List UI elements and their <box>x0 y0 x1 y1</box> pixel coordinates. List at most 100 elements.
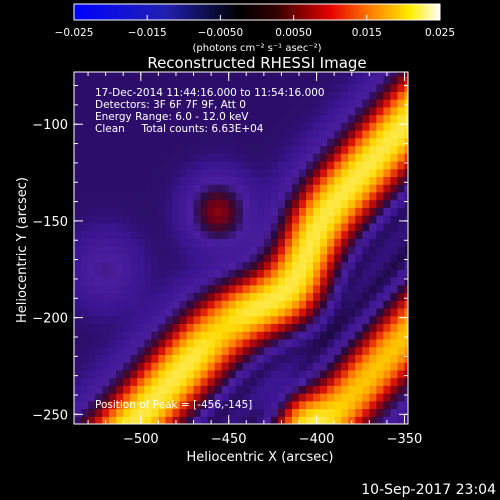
heatmap-cell <box>334 168 342 178</box>
heatmap-cell <box>249 215 258 224</box>
heatmap-cell <box>228 137 237 147</box>
heatmap-cell <box>102 199 110 208</box>
heatmap-cell <box>263 284 272 294</box>
heatmap-cell <box>235 277 244 286</box>
heatmap-cell <box>172 176 181 185</box>
heatmap-cell <box>256 153 265 162</box>
heatmap-cell <box>172 362 181 371</box>
heatmap-cell <box>88 176 96 185</box>
heatmap-cell <box>144 122 152 131</box>
heatmap-cell <box>221 130 230 139</box>
heatmap-cell <box>207 277 216 286</box>
heatmap-cell <box>348 145 356 154</box>
heatmap-cell <box>137 99 145 108</box>
heatmap-cell <box>334 369 342 379</box>
heatmap-cell <box>242 362 251 371</box>
heatmap-cell <box>397 130 406 139</box>
heatmap-cell <box>214 199 223 208</box>
heatmap-cell <box>116 400 124 410</box>
heatmap-cell <box>88 230 96 239</box>
heatmap-cell <box>263 369 272 379</box>
heatmap-cell <box>284 72 293 77</box>
heatmap-cell <box>376 122 384 131</box>
heatmap-cell <box>172 246 181 255</box>
heatmap-cell <box>291 300 300 309</box>
heatmap-cell <box>81 261 89 270</box>
heatmap-cell <box>291 91 300 100</box>
heatmap-cell <box>313 145 321 154</box>
heatmap-cell <box>95 269 103 278</box>
heatmap-cell <box>193 114 202 123</box>
heatmap-cell <box>207 261 216 270</box>
heatmap-cell <box>172 91 181 100</box>
heatmap-cell <box>228 300 237 309</box>
heatmap-cell <box>362 75 370 85</box>
heatmap-cell <box>341 130 349 139</box>
heatmap-cell <box>116 331 124 340</box>
heatmap-cell <box>341 83 349 92</box>
heatmap-cell <box>88 277 96 286</box>
heatmap-cell <box>242 369 251 379</box>
colorbar-tick-label: 0.0050 <box>275 27 312 39</box>
heatmap-cell <box>235 199 244 208</box>
heatmap-cell <box>341 207 349 216</box>
heatmap-cell <box>299 153 307 162</box>
heatmap-cell <box>144 385 152 394</box>
heatmap-cell <box>116 114 124 123</box>
heatmap-cell <box>165 416 174 424</box>
heatmap-cell <box>348 168 356 178</box>
heatmap-cell <box>179 83 188 92</box>
heatmap-cell <box>242 199 251 208</box>
heatmap-cell <box>263 168 272 178</box>
heatmap-cell <box>81 323 89 332</box>
heatmap-cell <box>158 377 167 386</box>
heatmap-cell <box>277 362 286 371</box>
heatmap-cell <box>74 160 82 170</box>
heatmap-cell <box>172 354 181 363</box>
heatmap-cell <box>235 176 244 185</box>
heatmap-cell <box>214 277 223 286</box>
heatmap-cell <box>404 331 408 340</box>
heatmap-cell <box>397 369 406 379</box>
heatmap-cell <box>165 323 174 332</box>
heatmap-cell <box>327 160 335 170</box>
heatmap-cell <box>116 160 124 170</box>
heatmap-cell <box>383 331 392 340</box>
heatmap-cell <box>383 261 392 270</box>
heatmap-cell <box>179 153 188 162</box>
heatmap-cell <box>151 315 159 325</box>
heatmap-cell <box>376 230 384 239</box>
heatmap-cell <box>137 292 145 301</box>
heatmap-cell <box>151 207 159 216</box>
heatmap-cell <box>81 145 89 154</box>
heatmap-cell <box>249 122 258 131</box>
heatmap-cell <box>334 91 342 100</box>
heatmap-cell <box>172 292 181 301</box>
heatmap-cell <box>284 238 293 247</box>
heatmap-cell <box>277 91 286 100</box>
heatmap-cell <box>291 222 300 232</box>
heatmap-cell <box>263 75 272 85</box>
heatmap-cell <box>397 315 406 325</box>
heatmap-cell <box>327 300 335 309</box>
heatmap-cell <box>165 393 174 402</box>
heatmap-cell <box>179 338 188 348</box>
heatmap-cell <box>95 284 103 294</box>
heatmap-cell <box>341 377 349 386</box>
heatmap-cell <box>214 300 223 309</box>
heatmap-cell <box>95 199 103 208</box>
heatmap-cell <box>221 393 230 402</box>
heatmap-cell <box>256 75 265 85</box>
heatmap-cell <box>341 307 349 317</box>
heatmap-cell <box>214 91 223 100</box>
heatmap-cell <box>284 338 293 348</box>
heatmap-cell <box>235 346 244 355</box>
heatmap-cell <box>116 416 124 424</box>
heatmap-cell <box>207 292 216 301</box>
heatmap-cell <box>334 153 342 162</box>
heatmap-cell <box>249 369 258 379</box>
heatmap-cell <box>256 91 265 100</box>
heatmap-cell <box>137 137 145 147</box>
heatmap-cell <box>186 99 195 108</box>
heatmap-cell <box>355 160 363 170</box>
